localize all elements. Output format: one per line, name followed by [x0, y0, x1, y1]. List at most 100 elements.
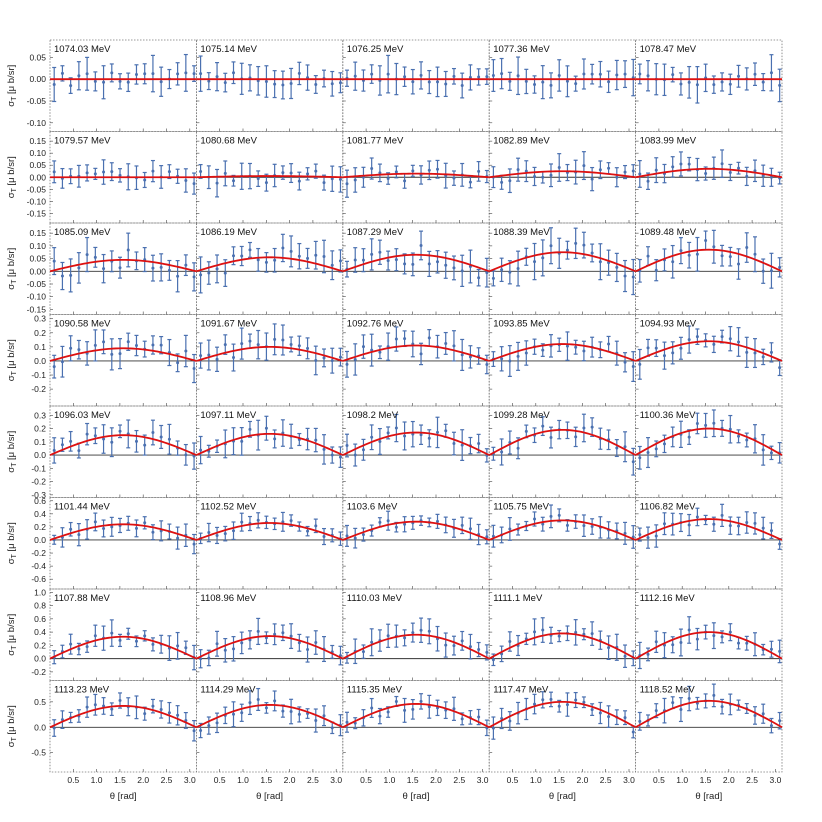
x-axis-label: θ [rad] — [110, 791, 137, 802]
data-point — [110, 525, 114, 529]
data-point — [330, 359, 334, 363]
data-point — [549, 436, 553, 440]
fit-curve — [196, 432, 344, 456]
y-tick-label: 0.6 — [34, 496, 46, 506]
data-point — [654, 346, 658, 350]
panel-1: 1074.03 MeV — [49, 39, 197, 132]
panel-frame — [635, 39, 783, 132]
data-point — [215, 533, 219, 537]
y-tick-label: -0.2 — [31, 477, 46, 487]
data-point — [370, 167, 374, 171]
panel-frame — [635, 588, 783, 681]
data-point — [753, 521, 757, 525]
data-point — [297, 254, 301, 258]
y-tick-label: -0.05 — [27, 279, 47, 289]
data-point — [361, 448, 365, 452]
data-point — [52, 82, 56, 86]
data-point — [419, 628, 423, 632]
data-point — [232, 71, 236, 75]
data-point — [590, 632, 594, 636]
data-point — [256, 629, 260, 633]
data-point — [761, 174, 765, 178]
data-point — [533, 517, 537, 521]
data-point — [223, 81, 227, 85]
data-point — [281, 520, 285, 524]
data-point — [631, 535, 635, 539]
panel-32: 1108.96 MeV — [195, 588, 344, 681]
energy-label: 1112.16 MeV — [640, 593, 696, 604]
data-point — [477, 715, 481, 719]
data-point — [419, 243, 423, 247]
data-point — [427, 705, 431, 709]
y-tick-label: -0.05 — [27, 96, 47, 106]
data-point — [769, 451, 773, 455]
data-point — [370, 435, 374, 439]
data-point — [671, 701, 675, 705]
data-point — [712, 245, 716, 249]
panel-2: 1075.14 MeV — [195, 39, 344, 132]
data-point — [631, 460, 635, 464]
data-point — [557, 513, 561, 517]
energy-label: 1092.76 MeV — [347, 319, 404, 330]
x-tick-label: 1.5 — [260, 775, 272, 785]
data-point — [199, 72, 203, 76]
data-point — [436, 519, 440, 523]
data-point — [452, 442, 456, 446]
fit-curve — [488, 519, 636, 541]
data-point — [671, 260, 675, 264]
data-point — [541, 175, 545, 179]
data-point — [574, 630, 578, 634]
data-point — [679, 640, 683, 644]
data-point — [411, 631, 415, 635]
data-point — [419, 699, 423, 703]
data-point — [118, 352, 122, 356]
data-point — [281, 246, 285, 250]
data-point — [582, 426, 586, 430]
data-point — [590, 708, 594, 712]
data-point — [541, 348, 545, 352]
data-point — [403, 179, 407, 183]
data-point — [565, 79, 569, 83]
data-point — [623, 72, 627, 76]
data-point — [289, 171, 293, 175]
data-point — [314, 641, 318, 645]
data-point — [769, 647, 773, 651]
x-tick-label: 0.5 — [360, 775, 372, 785]
data-point — [427, 262, 431, 266]
data-point — [761, 526, 765, 530]
data-point — [753, 169, 757, 173]
data-point — [126, 80, 130, 84]
data-point — [264, 79, 268, 83]
data-point — [638, 456, 642, 460]
data-point — [52, 448, 56, 452]
y-tick-label: -0.2 — [31, 548, 46, 558]
data-point — [769, 350, 773, 354]
data-point — [695, 637, 699, 641]
y-tick-label: 0.0 — [34, 356, 46, 366]
data-point — [582, 524, 586, 528]
x-axis-label: θ [rad] — [403, 791, 430, 802]
data-point — [118, 638, 122, 642]
y-tick-label: 0.15 — [29, 228, 46, 238]
data-point — [769, 269, 773, 273]
data-point — [184, 349, 188, 353]
data-point — [126, 248, 130, 252]
fit-curve — [489, 170, 636, 179]
data-point — [353, 178, 357, 182]
data-point — [52, 259, 56, 263]
data-point — [452, 266, 456, 270]
panel-5: 1078.47 MeV — [635, 39, 783, 132]
y-axis-label: σT [μ b/sr] — [6, 248, 18, 290]
panel-38: 1115.35 MeV — [342, 680, 490, 773]
data-point — [256, 697, 260, 701]
fit-curve — [49, 434, 197, 456]
data-point — [192, 275, 196, 279]
data-point — [297, 641, 301, 645]
data-point — [394, 170, 398, 174]
y-tick-label: 0.2 — [34, 328, 46, 338]
energy-label: 1100.36 MeV — [640, 410, 696, 421]
data-point — [353, 258, 357, 262]
data-point — [728, 427, 732, 431]
data-point — [524, 169, 528, 173]
y-tick-label: 0.8 — [34, 601, 46, 611]
